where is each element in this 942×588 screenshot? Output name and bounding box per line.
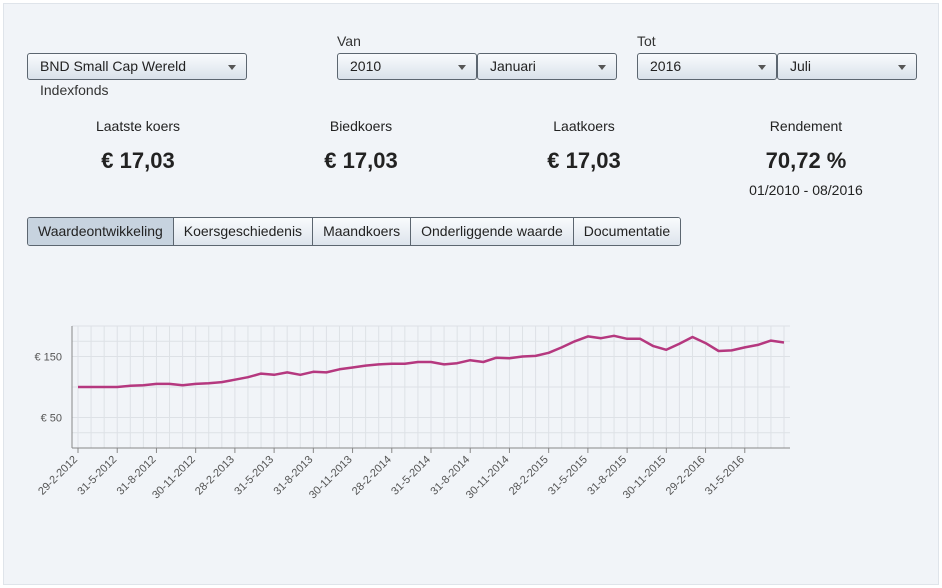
stat-last-price: Laatste koers € 17,03 <box>28 118 248 174</box>
to-label: Tot <box>637 33 656 49</box>
x-tick-label: 29-2-2016 <box>664 454 708 498</box>
x-tick-label: 28-2-2015 <box>507 454 551 498</box>
x-tick-label: 31-5-2015 <box>546 454 590 498</box>
x-tick-label: 31-5-2016 <box>703 454 747 498</box>
stat-value: € 17,03 <box>101 148 175 173</box>
chevron-down-icon <box>898 65 906 70</box>
to-year-value: 2016 <box>650 58 682 74</box>
fund-select[interactable]: BND Small Cap Wereld <box>27 53 247 80</box>
from-year-select[interactable]: 2010 <box>337 53 477 80</box>
chevron-down-icon <box>758 65 766 70</box>
tab-waardeontwikkeling[interactable]: Waardeontwikkeling <box>28 218 173 245</box>
from-label: Van <box>337 33 361 49</box>
tab-documentatie[interactable]: Documentatie <box>572 218 681 245</box>
tab-maandkoers[interactable]: Maandkoers <box>312 218 411 245</box>
stat-value: 70,72 % <box>765 148 847 173</box>
from-year-value: 2010 <box>350 58 382 74</box>
fund-subtitle: Indexfonds <box>40 82 109 98</box>
fund-select-value: BND Small Cap Wereld <box>40 58 187 74</box>
x-tick-label: 31-5-2012 <box>75 454 119 498</box>
stat-title: Laatste koers <box>95 118 181 134</box>
tab-bar: Waardeontwikkeling Koersgeschiedenis Maa… <box>27 217 682 246</box>
x-tick-label: 28-2-2013 <box>193 454 237 498</box>
stat-title: Rendement <box>769 118 843 134</box>
stat-return: Rendement 70,72 % 01/2010 - 08/2016 <box>696 118 916 198</box>
series-line <box>78 334 785 389</box>
to-month-value: Juli <box>790 58 812 74</box>
stat-title: Biedkoers <box>329 118 393 134</box>
stat-ask-price: Laatkoers € 17,03 <box>474 118 694 174</box>
y-tick-label: € 150 <box>34 352 62 364</box>
x-tick-label: 31-5-2013 <box>232 454 276 498</box>
to-year-select[interactable]: 2016 <box>637 53 777 80</box>
from-month-select[interactable]: Januari <box>477 53 617 80</box>
to-month-select[interactable]: Juli <box>777 53 917 80</box>
y-tick-label: € 50 <box>41 413 62 425</box>
tab-koersgeschiedenis[interactable]: Koersgeschiedenis <box>172 218 313 245</box>
stat-bid-price: Biedkoers € 17,03 <box>251 118 471 174</box>
chevron-down-icon <box>458 65 466 70</box>
x-tick-label: 31-5-2014 <box>389 454 433 498</box>
chevron-down-icon <box>598 65 606 70</box>
stat-value: € 17,03 <box>547 148 621 173</box>
x-tick-label: 29-2-2012 <box>36 454 80 498</box>
main-panel <box>3 3 939 585</box>
tab-onderliggende-waarde[interactable]: Onderliggende waarde <box>410 218 573 245</box>
stat-period: 01/2010 - 08/2016 <box>749 182 863 198</box>
chevron-down-icon <box>228 65 236 70</box>
x-tick-label: 28-2-2014 <box>350 454 394 498</box>
from-month-value: Januari <box>490 58 536 74</box>
stat-title: Laatkoers <box>553 118 615 134</box>
stat-value: € 17,03 <box>324 148 398 173</box>
